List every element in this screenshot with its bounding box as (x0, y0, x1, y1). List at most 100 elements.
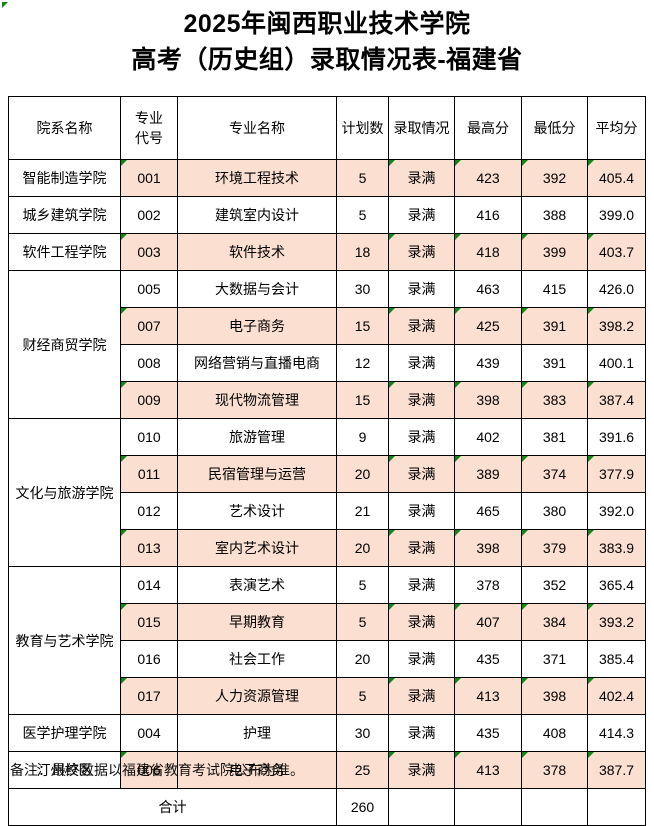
cell-major-name: 现代物流管理 (177, 381, 337, 419)
table-row[interactable]: 012 艺术设计 21 录满 465 380 392.0 (9, 492, 646, 530)
comment-marker-icon (522, 604, 528, 610)
cell-admission-status: 录满 (388, 159, 455, 197)
comment-marker-icon (588, 234, 594, 240)
comment-marker-icon (522, 308, 528, 314)
comment-marker-icon (522, 382, 528, 388)
cell-average-score: 414.3 (587, 714, 646, 752)
cell-major-code: 004 (120, 714, 178, 752)
table-row[interactable]: 智能制造学院 001 环境工程技术 5 录满 423 392 405.4 (8, 159, 646, 197)
cell-total-low (521, 788, 588, 826)
cell-highest-score: 418 (454, 233, 522, 271)
cell-lowest-score: 381 (521, 418, 588, 456)
cell-admission-status: 录满 (388, 418, 455, 456)
cell-admission-status: 录满 (388, 307, 455, 345)
comment-marker-icon (389, 604, 395, 610)
column-header-college: 院系名称 (8, 96, 121, 160)
comment-marker-icon (389, 456, 395, 462)
table-row[interactable]: 医学护理学院 004 护理 30 录满 435 408 414.3 (8, 714, 646, 752)
cell-plan-count: 20 (336, 640, 389, 678)
cell-highest-score: 423 (454, 159, 522, 197)
cell-average-score: 377.9 (587, 455, 646, 493)
cell-highest-score: 435 (454, 714, 522, 752)
cell-average-score: 399.0 (587, 196, 646, 234)
table-total-row: 合计 260 (8, 788, 646, 826)
table-row[interactable]: 教育与艺术学院 014 表演艺术 5 录满 378 352 365.4 (8, 566, 646, 715)
cell-lowest-score: 352 (521, 566, 588, 604)
comment-marker-icon (588, 160, 594, 166)
comment-marker-icon (455, 678, 461, 684)
admissions-table: 院系名称 专业 代号 专业名称 计划数 录取情况 最高分 最低分 平均分 智能制… (8, 96, 646, 826)
column-header-lowest-score: 最低分 (521, 96, 588, 160)
cell-average-score: 402.4 (587, 677, 646, 715)
table-row[interactable]: 软件工程学院 003 软件技术 18 录满 418 399 403.7 (8, 233, 646, 271)
comment-marker-icon (455, 604, 461, 610)
cell-highest-score: 413 (454, 751, 522, 789)
cell-highest-score: 398 (454, 381, 522, 419)
cell-major-code: 006 (120, 751, 178, 789)
table-row[interactable]: 013 室内艺术设计 20 录满 398 379 383.9 (9, 529, 646, 567)
comment-marker-icon (455, 160, 461, 166)
table-row[interactable]: 015 早期教育 5 录满 407 384 393.2 (9, 603, 646, 641)
table-body: 智能制造学院 001 环境工程技术 5 录满 423 392 405.4 城乡建筑学院 002 建筑… (8, 159, 646, 826)
cell-highest-score: 416 (454, 196, 522, 234)
cell-average-score: 400.1 (587, 344, 646, 382)
table-row[interactable]: 财经商贸学院 005 大数据与会计 30 录满 463 415 426.0 (8, 270, 646, 419)
table-row[interactable]: 011 民宿管理与运营 20 录满 389 374 377.9 (9, 455, 646, 493)
comment-marker-icon (389, 678, 395, 684)
cell-college: 医学护理学院 (8, 714, 121, 752)
cell-plan-count: 5 (336, 566, 389, 604)
cell-plan-count: 5 (336, 603, 389, 641)
comment-marker-icon (121, 456, 127, 462)
cell-major-name: 护理 (177, 714, 337, 752)
cell-highest-score: 413 (454, 677, 522, 715)
cell-plan-count: 15 (336, 381, 389, 419)
cell-highest-score: 389 (454, 455, 522, 493)
cell-lowest-score: 383 (521, 381, 588, 419)
comment-marker-icon (588, 456, 594, 462)
comment-marker-icon (588, 308, 594, 314)
cell-plan-count: 9 (336, 418, 389, 456)
comment-marker-icon (522, 530, 528, 536)
cell-major-code: 011 (120, 455, 178, 493)
cell-highest-score: 463 (454, 270, 522, 308)
cell-lowest-score: 384 (521, 603, 588, 641)
comment-marker-icon (121, 604, 127, 610)
cell-lowest-score: 391 (521, 307, 588, 345)
cell-plan-count: 5 (336, 196, 389, 234)
cell-highest-score: 402 (454, 418, 522, 456)
cell-college: 软件工程学院 (8, 233, 121, 271)
page-title: 2025年闽西职业技术学院 高考（历史组）录取情况表-福建省 (0, 0, 654, 78)
comment-marker-icon (522, 234, 528, 240)
table-row[interactable]: 汀州校区 006 电子商务 25 录满 413 378 387.7 (8, 751, 646, 789)
cell-lowest-score: 374 (521, 455, 588, 493)
cell-major-code: 016 (120, 640, 178, 678)
cell-average-score: 426.0 (587, 270, 646, 308)
cell-highest-score: 425 (454, 307, 522, 345)
cell-major-name: 表演艺术 (177, 566, 337, 604)
column-header-major-code-line2: 代号 (135, 130, 163, 146)
comment-marker-icon (389, 308, 395, 314)
cell-major-code: 008 (120, 344, 178, 382)
cell-major-name: 环境工程技术 (177, 159, 337, 197)
cell-average-score: 383.9 (587, 529, 646, 567)
table-row[interactable]: 文化与旅游学院 010 旅游管理 9 录满 402 381 391.6 (8, 418, 646, 567)
cell-major-name: 电子商务 (177, 307, 337, 345)
cell-major-code: 014 (120, 566, 178, 604)
table-row[interactable]: 016 社会工作 20 录满 435 371 385.4 (9, 640, 646, 678)
cell-plan-count: 30 (336, 270, 389, 308)
cell-admission-status: 录满 (388, 751, 455, 789)
cell-admission-status: 录满 (388, 529, 455, 567)
comment-marker-icon (455, 382, 461, 388)
cell-highest-score: 407 (454, 603, 522, 641)
table-row[interactable]: 城乡建筑学院 002 建筑室内设计 5 录满 416 388 399.0 (8, 196, 646, 234)
cell-major-name: 网络营销与直播电商 (177, 344, 337, 382)
table-row[interactable]: 008 网络营销与直播电商 12 录满 439 391 400.1 (9, 344, 646, 382)
cell-average-score: 405.4 (587, 159, 646, 197)
cell-major-code: 002 (120, 196, 178, 234)
cell-average-score: 398.2 (587, 307, 646, 345)
comment-marker-icon (455, 530, 461, 536)
table-row[interactable]: 007 电子商务 15 录满 425 391 398.2 (9, 307, 646, 345)
cell-college: 汀州校区 (8, 751, 121, 789)
admissions-table-container: 院系名称 专业 代号 专业名称 计划数 录取情况 最高分 最低分 平均分 智能制… (8, 96, 646, 826)
cell-major-name: 民宿管理与运营 (177, 455, 337, 493)
